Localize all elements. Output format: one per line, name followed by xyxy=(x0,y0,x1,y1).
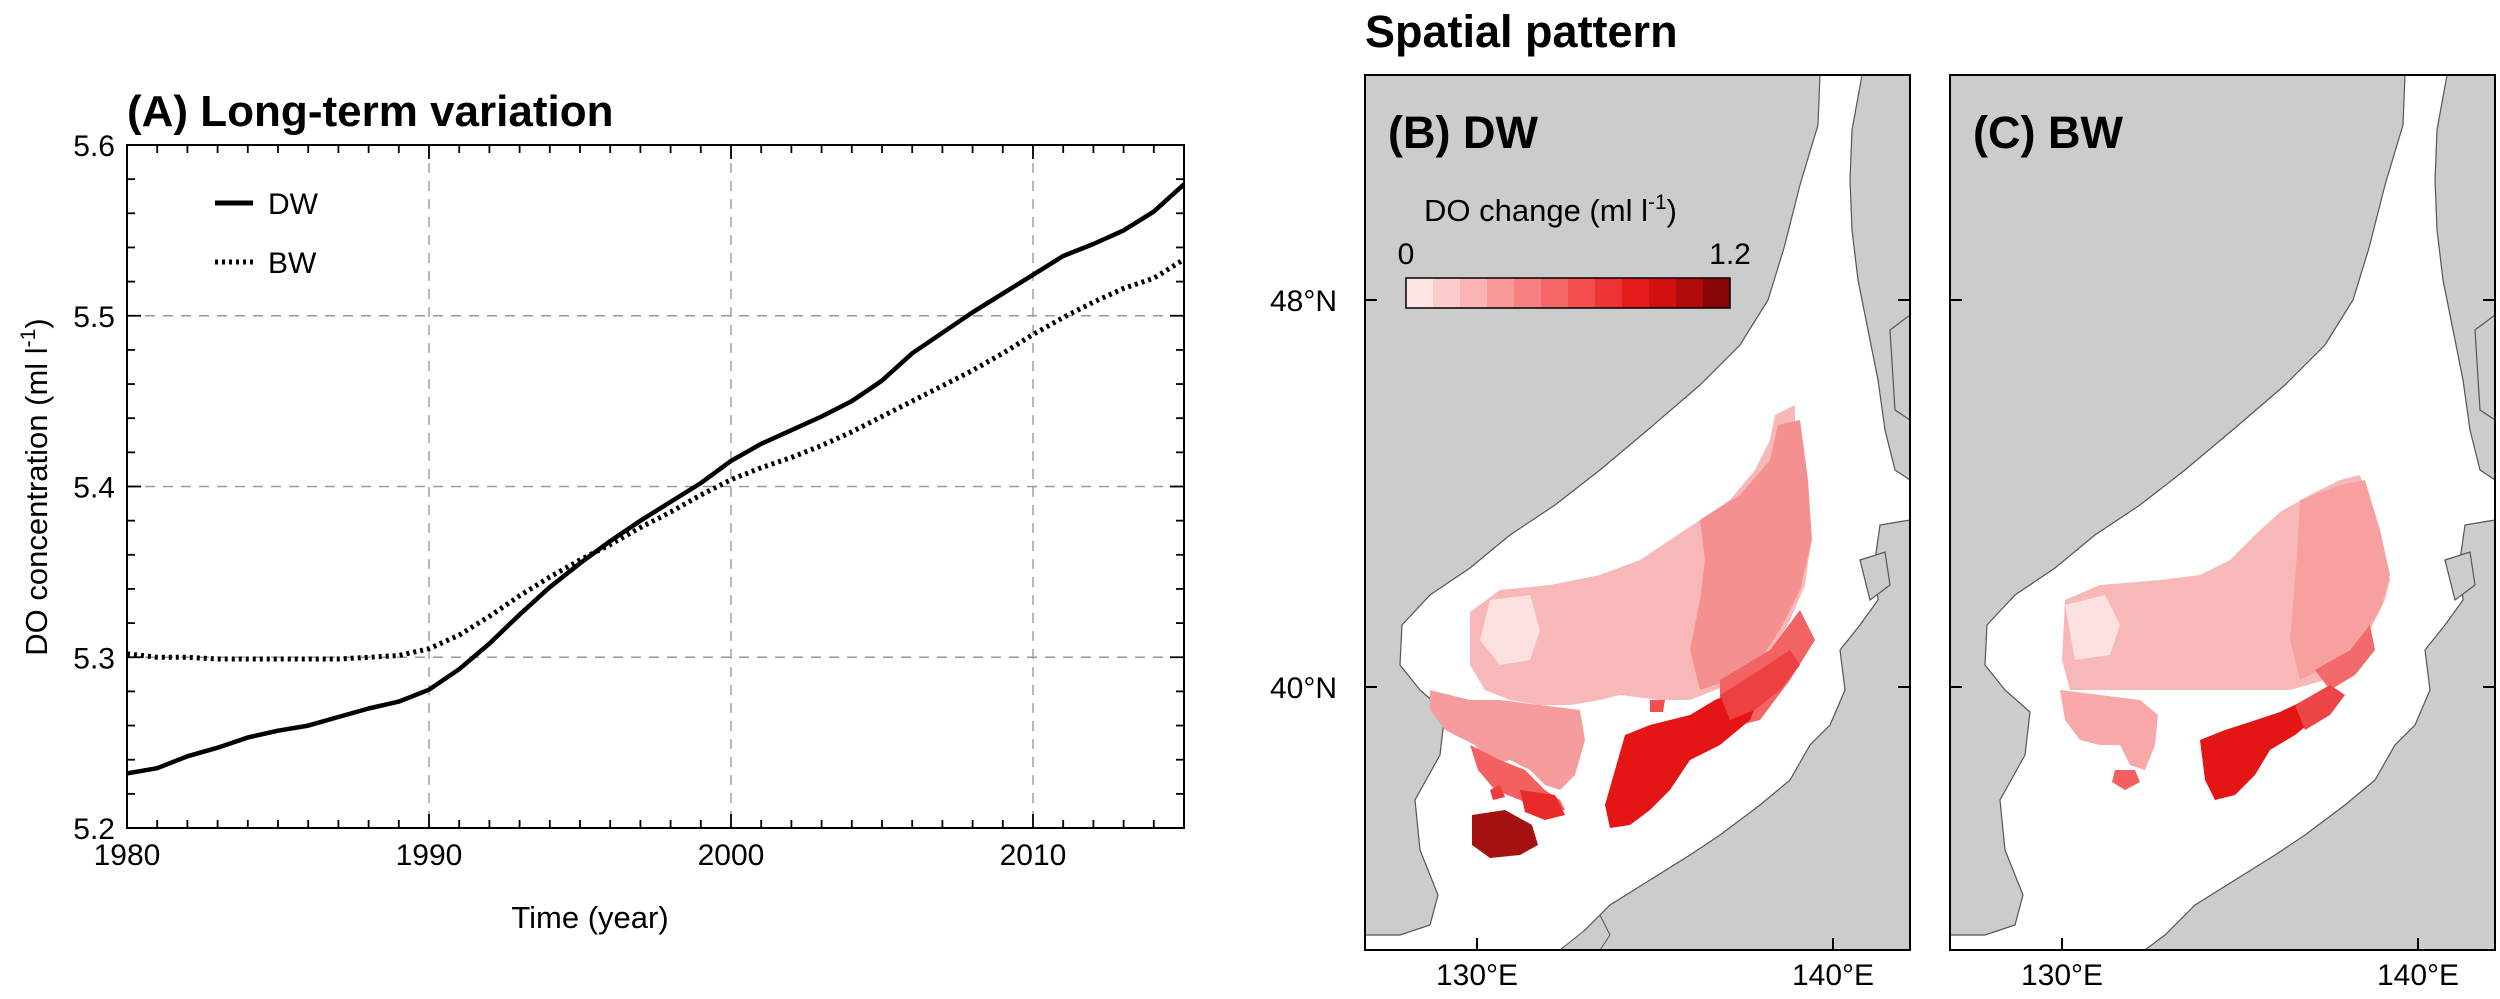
x-tick-label-2010: 2010 xyxy=(1000,839,1067,872)
continent-land-c xyxy=(1950,75,2406,936)
japan-land-c xyxy=(2144,519,2495,950)
colorbar-min-label: 0 xyxy=(1398,238,1415,271)
colorbar-segment xyxy=(1676,278,1704,308)
colorbar-segment xyxy=(1568,278,1596,308)
series-bw-line xyxy=(126,257,1186,662)
panel-a-grid xyxy=(127,145,1184,828)
colorbar-frame xyxy=(1405,277,1731,309)
panel-b-xtick-140e: 140°E xyxy=(1792,959,1874,992)
y-tick-label-5.3: 5.3 xyxy=(73,642,115,675)
panel-c-xtick-140e: 140°E xyxy=(2377,959,2459,992)
y-tick-label-5.4: 5.4 xyxy=(73,472,115,505)
panel-b-frame xyxy=(1364,74,1911,951)
panel-a-frame xyxy=(126,144,1185,829)
colorbar-label: DO change (ml l-1) xyxy=(1424,191,1677,228)
panel-c-title: (C) BW xyxy=(1973,107,2123,158)
panel-a-title: (A) Long-term variation xyxy=(127,87,613,136)
colorbar-segment xyxy=(1595,278,1623,308)
y-tick-label-5.5: 5.5 xyxy=(73,301,115,334)
panel-a-xlabel: Time (year) xyxy=(511,900,668,935)
legend-dw-label: DW xyxy=(268,188,319,221)
legend-bw-label: BW xyxy=(268,247,317,280)
colorbar xyxy=(1405,277,1731,309)
x-tick-label-1990: 1990 xyxy=(396,839,463,872)
panel-b-ytick-40n: 40°N xyxy=(1270,672,1337,705)
colorbar-segment xyxy=(1649,278,1677,308)
panel-b-xtick-130e: 130°E xyxy=(1436,959,1518,992)
panel-a-series xyxy=(126,182,1186,776)
panel-c-do-cells xyxy=(2060,475,2390,800)
panel-c-xtick-130e: 130°E xyxy=(2021,959,2103,992)
panel-a-ylabel: DO concentration (ml l-1) xyxy=(17,318,54,655)
colorbar-segment xyxy=(1460,278,1488,308)
y-tick-label-5.6: 5.6 xyxy=(73,130,115,163)
y-tick-label-5.2: 5.2 xyxy=(73,813,115,846)
spatial-title: Spatial pattern xyxy=(1365,6,1678,57)
colorbar-segment xyxy=(1433,278,1461,308)
colorbar-segment xyxy=(1514,278,1542,308)
panel-a-axes: 1980 1990 2000 2010 5.2 5.3 5.4 5.5 5.6 xyxy=(73,130,1185,872)
panel-b-title: (B) DW xyxy=(1388,107,1538,158)
colorbar-max-label: 1.2 xyxy=(1709,238,1751,271)
panel-c-frame xyxy=(1949,74,2496,951)
series-dw-line xyxy=(126,182,1186,776)
panel-c-map xyxy=(1950,75,2495,950)
panel-b-do-cells xyxy=(1430,405,1815,858)
colorbar-segment xyxy=(1622,278,1650,308)
colorbar-segment xyxy=(1487,278,1515,308)
x-tick-label-1980: 1980 xyxy=(94,839,161,872)
x-tick-label-2000: 2000 xyxy=(698,839,765,872)
colorbar-segment xyxy=(1406,278,1434,308)
panel-b-ytick-48n: 48°N xyxy=(1270,285,1337,318)
colorbar-segment xyxy=(1541,278,1569,308)
colorbar-segment xyxy=(1703,278,1731,308)
